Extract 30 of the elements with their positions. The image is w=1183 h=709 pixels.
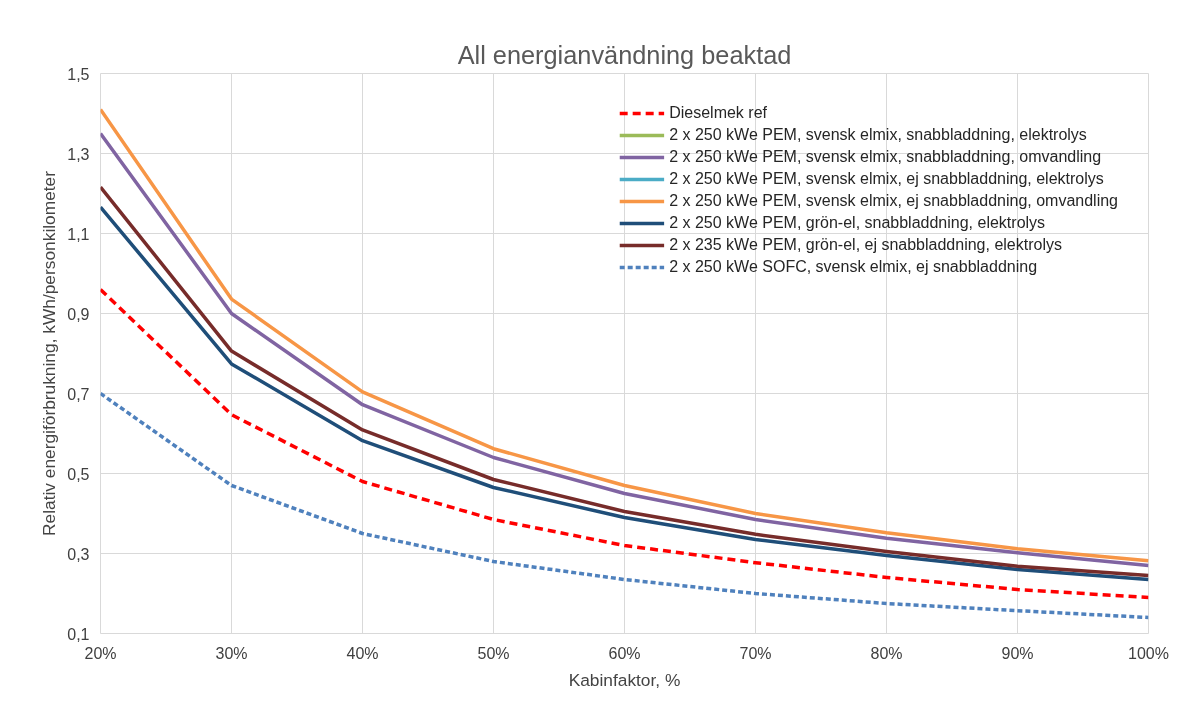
y-tick-label: 0,9 xyxy=(67,305,90,323)
x-tick-label: 100% xyxy=(1128,644,1169,662)
legend-label: 2 x 250 kWe SOFC, svensk elmix, ej snabbladdning xyxy=(669,258,1038,276)
x-tick-label: 80% xyxy=(870,644,903,662)
x-tick-label: 70% xyxy=(739,644,772,662)
y-tick-label: 0,1 xyxy=(67,625,90,643)
y-axis-title: Relativ energiförbrukning, kWh/personkilometer xyxy=(39,170,60,537)
y-tick-label: 1,5 xyxy=(67,65,90,83)
x-axis-title: Kabinfaktor, % xyxy=(568,669,681,690)
y-tick-label: 1,1 xyxy=(67,225,90,243)
y-tick-label: 0,3 xyxy=(67,545,90,563)
x-tick-label: 40% xyxy=(346,644,379,662)
line-series xyxy=(100,391,1149,620)
y-tick-label: 1,3 xyxy=(67,145,90,163)
y-tick-label: 0,5 xyxy=(67,465,90,483)
legend-label: Dieselmek ref xyxy=(669,104,767,122)
x-tick-label: 60% xyxy=(608,644,641,662)
x-tick-label: 30% xyxy=(215,644,248,662)
legend-label: 2 x 250 kWe PEM, svensk elmix, snabbladdning, omvandling xyxy=(669,148,1102,166)
x-tick-label: 20% xyxy=(84,644,117,662)
line-series xyxy=(100,287,1149,600)
y-tick-label: 0,7 xyxy=(67,385,90,403)
legend-label: 2 x 250 kWe PEM, svensk elmix, snabbladdning, elektrolys xyxy=(669,126,1087,144)
legend-label: 2 x 250 kWe PEM, svensk elmix, ej snabbladdning, elektrolys xyxy=(669,170,1104,188)
legend-label: 2 x 250 kWe PEM, grön-el, snabbladdning, elektrolys xyxy=(669,214,1046,232)
x-tick-label: 90% xyxy=(1001,644,1034,662)
legend-label: 2 x 235 kWe PEM, grön-el, ej snabbladdning, elektrolys xyxy=(669,236,1062,254)
x-tick-label: 50% xyxy=(477,644,510,662)
legend-label: 2 x 250 kWe PEM, svensk elmix, ej snabbladdning, omvandling xyxy=(669,192,1118,210)
chart-title: All energianvändning beaktad xyxy=(457,40,792,69)
